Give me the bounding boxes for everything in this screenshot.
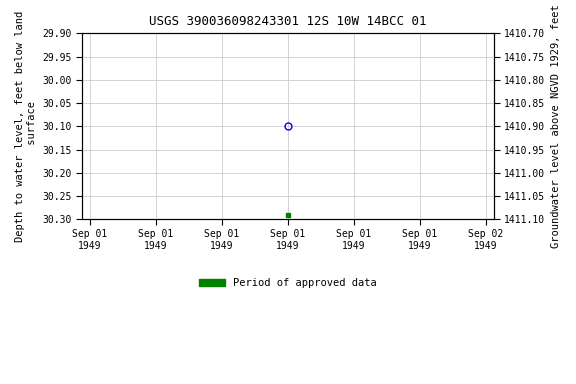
Y-axis label: Depth to water level, feet below land
 surface: Depth to water level, feet below land su… [15,11,37,242]
Title: USGS 390036098243301 12S 10W 14BCC 01: USGS 390036098243301 12S 10W 14BCC 01 [149,15,427,28]
Y-axis label: Groundwater level above NGVD 1929, feet: Groundwater level above NGVD 1929, feet [551,5,561,248]
Legend: Period of approved data: Period of approved data [195,274,381,292]
